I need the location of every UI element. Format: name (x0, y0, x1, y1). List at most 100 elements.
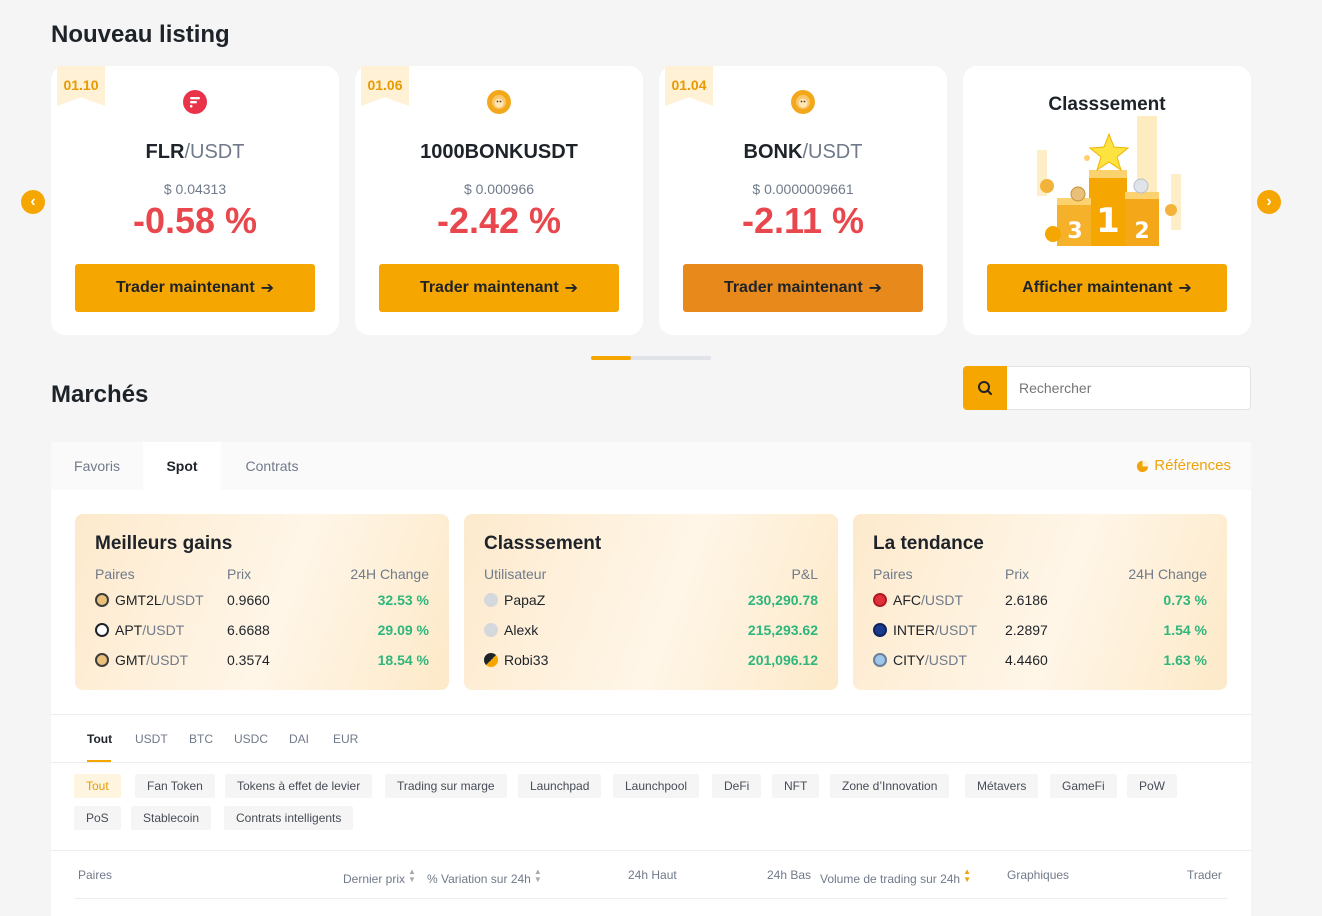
category-chip-fan-token[interactable]: Fan Token (135, 774, 215, 798)
svg-text:3: 3 (1067, 219, 1082, 244)
quote-tab-usdc[interactable]: USDC (234, 732, 269, 746)
list-item[interactable]: INTER/USDT 2.2897 1.54 % (873, 622, 1207, 652)
arrow-right-icon: ➔ (260, 280, 275, 297)
divider (51, 762, 1251, 763)
list-item[interactable]: Alexk 215,293.62 (484, 622, 818, 652)
flare-coin-icon (183, 90, 207, 114)
ranking-panel: Classsement Utilisateur P&L PapaZ 230,29… (464, 514, 838, 690)
apt-coin-icon (95, 623, 109, 637)
col-header: Prix (227, 566, 252, 582)
col-header-change-24h[interactable]: % Variation sur 24h▲ ▼ (427, 867, 542, 887)
category-chip-defi[interactable]: DeFi (712, 774, 762, 798)
sort-icon: ▲ ▼ (408, 867, 416, 884)
quote-tab-usdt[interactable]: USDT (135, 732, 168, 746)
category-chip-leveraged-tokens[interactable]: Tokens à effet de levier (225, 774, 373, 798)
quote-tab-eur[interactable]: EUR (333, 732, 359, 746)
show-now-button[interactable]: Afficher maintenant ➔ (987, 264, 1227, 312)
price: $ 0.000966 (463, 181, 535, 197)
quote-tab-underline (87, 760, 111, 762)
category-chip-nft[interactable]: NFT (772, 774, 820, 798)
chevron-right-icon: › (1266, 193, 1272, 210)
divider (75, 898, 1227, 899)
pair-name: 1000BONKUSDT (420, 141, 578, 163)
listing-title: Nouveau listing (51, 21, 230, 48)
trade-now-button[interactable]: Trader maintenant ➔ (683, 264, 923, 312)
category-chip-pos[interactable]: PoS (74, 806, 121, 830)
quote-tab-btc[interactable]: BTC (189, 732, 213, 746)
col-header: P&L (791, 566, 818, 582)
category-chip-launchpad[interactable]: Launchpad (518, 774, 602, 798)
date-ribbon: 01.10 (57, 66, 105, 106)
col-header-trade: Trader (1187, 868, 1222, 882)
list-item[interactable]: GMT/USDT 0.3574 18.54 % (95, 652, 429, 682)
listing-card-bonk: 01.04 BONK/USDT $ 0.0000009661 -2.11 % T… (659, 66, 947, 335)
gmt-coin-icon (95, 593, 109, 607)
tab-spot[interactable]: Spot (143, 442, 221, 490)
list-item[interactable]: Robi33 201,096.12 (484, 652, 818, 682)
search-input[interactable] (1007, 367, 1241, 409)
carousel-next-button[interactable]: › (1257, 190, 1281, 214)
inter-coin-icon (873, 623, 887, 637)
listing-card-1000bonk: 01.06 1000BONKUSDT $ 0.000966 -2.42 % Tr… (355, 66, 643, 335)
listing-card-flr: 01.10 FLR/USDT $ 0.04313 -0.58 % Trader … (51, 66, 339, 335)
sort-icon: ▲ ▼ (533, 867, 542, 884)
ranking-title: Classsement (484, 533, 602, 554)
category-chip-launchpool[interactable]: Launchpool (613, 774, 700, 798)
list-item[interactable]: PapaZ 230,290.78 (484, 592, 818, 622)
quote-tab-dai[interactable]: DAI (289, 732, 310, 746)
category-chip-margin[interactable]: Trading sur marge (385, 774, 507, 798)
search-box (963, 366, 1251, 410)
avatar (484, 623, 498, 637)
col-header-volume-24h[interactable]: Volume de trading sur 24h▲ ▼ (820, 867, 972, 887)
col-header-high-24h: 24h Haut (628, 868, 677, 882)
trade-now-button[interactable]: Trader maintenant ➔ (75, 264, 315, 312)
pair-name: BONK/USDT (743, 141, 863, 163)
search-icon[interactable] (963, 366, 1007, 410)
date-ribbon: 01.04 (665, 66, 713, 106)
city-coin-icon (873, 653, 887, 667)
price: $ 0.0000009661 (752, 181, 854, 197)
best-gains-panel: Meilleurs gains Paires Prix 24H Change G… (75, 514, 449, 690)
category-chip-smart-contracts[interactable]: Contrats intelligents (224, 806, 354, 830)
col-header: Paires (95, 566, 135, 582)
carousel-progress (591, 356, 711, 360)
divider (51, 850, 1251, 851)
svg-text:1: 1 (1096, 201, 1120, 241)
avatar (484, 653, 498, 667)
category-chip-tout[interactable]: Tout (74, 774, 121, 798)
bonk-coin-icon (487, 90, 511, 114)
gmt-coin-icon (95, 653, 109, 667)
category-chip-innovation[interactable]: Zone d’Innovation (830, 774, 950, 798)
category-chip-stablecoin[interactable]: Stablecoin (131, 806, 212, 830)
price: $ 0.04313 (163, 181, 227, 197)
col-header-low-24h: 24h Bas (767, 868, 812, 882)
best-gains-title: Meilleurs gains (95, 533, 233, 554)
list-item[interactable]: GMT2L/USDT 0.9660 32.53 % (95, 592, 429, 622)
divider (51, 714, 1251, 715)
references-link[interactable]: Références (1136, 442, 1231, 490)
tab-contrats[interactable]: Contrats (245, 458, 299, 474)
category-chip-gamefi[interactable]: GameFi (1050, 774, 1117, 798)
list-item[interactable]: APT/USDT 6.6688 29.09 % (95, 622, 429, 652)
tab-favoris[interactable]: Favoris (74, 458, 120, 474)
ranking-card: Classsement 1 3 2 Afficher maintenant ➔ (963, 66, 1251, 335)
col-header-pairs: Paires (78, 868, 113, 882)
list-item[interactable]: CITY/USDT 4.4460 1.63 % (873, 652, 1207, 682)
trend-title: La tendance (873, 533, 984, 554)
bonk-coin-icon (791, 90, 815, 114)
change-percent: -2.42 % (436, 200, 562, 241)
category-chip-pow[interactable]: PoW (1127, 774, 1178, 798)
list-item[interactable]: AFC/USDT 2.6186 0.73 % (873, 592, 1207, 622)
trade-now-button[interactable]: Trader maintenant ➔ (379, 264, 619, 312)
markets-panel: Favoris Spot Contrats Références Meilleu… (51, 442, 1251, 916)
chevron-left-icon: ‹ (30, 193, 36, 210)
sort-icon: ▲ ▼ (963, 867, 972, 884)
col-header-last-price[interactable]: Dernier prix▲ ▼ (343, 867, 416, 887)
carousel-prev-button[interactable]: ‹ (21, 190, 45, 214)
pair-name: FLR/USDT (145, 141, 245, 163)
col-header: Prix (1005, 566, 1030, 582)
arrow-right-icon: ➔ (868, 280, 883, 297)
category-chip-metavers[interactable]: Métavers (965, 774, 1039, 798)
col-header: Utilisateur (484, 566, 547, 582)
quote-tab-tout[interactable]: Tout (87, 732, 113, 746)
